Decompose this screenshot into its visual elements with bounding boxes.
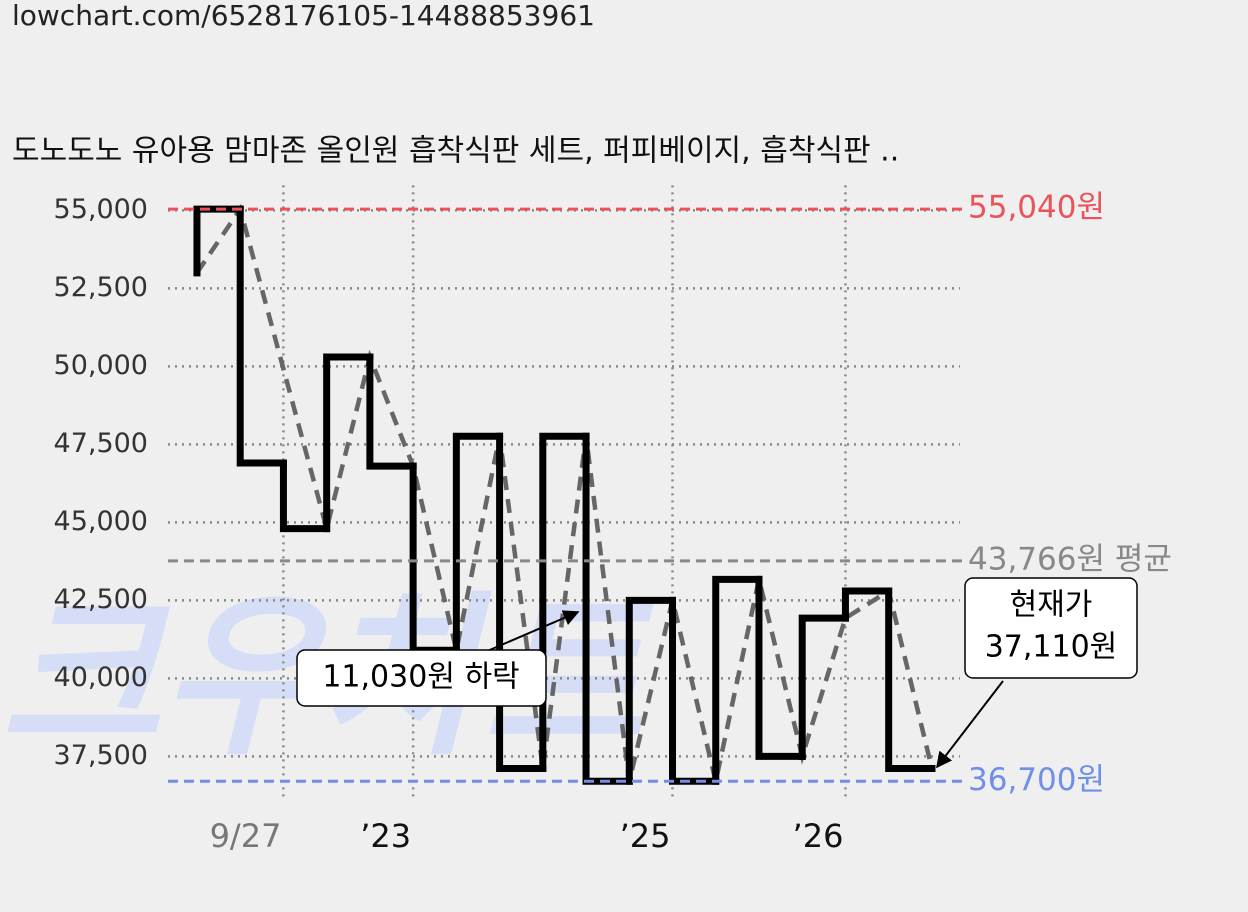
price-step — [798, 614, 849, 760]
ref-label: 55,040원 — [968, 190, 1105, 226]
annotation-box — [964, 577, 1138, 679]
annotation-box — [296, 649, 547, 707]
price-step — [755, 575, 806, 760]
ref-label: 36,700원 — [968, 762, 1105, 798]
annotation-text: 11,030원 하락 — [322, 660, 519, 695]
annotation-text: 현재가 — [1010, 588, 1093, 623]
price-step — [366, 353, 417, 470]
price-step — [236, 205, 287, 467]
url: lowchart.com/6528176105-14488853961 — [12, 0, 595, 32]
y-tick-label: 45,000 — [54, 506, 148, 537]
annotation-text: 37,110원 — [985, 630, 1118, 665]
price-step — [625, 596, 677, 785]
price-step — [452, 432, 504, 654]
ref-label: 43,766원 평균 — [968, 541, 1172, 577]
x-tick-label: ’26 — [793, 817, 844, 855]
chart-title: 도노도노 유아용 맘마존 올인원 흡착식판 세트, 퍼피베이지, 흡착식판 .. — [12, 134, 899, 169]
annotation-arrow — [477, 610, 580, 656]
annotation-arrow — [936, 680, 1004, 769]
y-tick-label: 55,000 — [54, 194, 148, 225]
x-tick-label: ’25 — [620, 817, 671, 855]
y-tick-label: 40,000 — [54, 662, 148, 693]
price-step — [323, 353, 374, 533]
price-step — [885, 587, 936, 772]
price-step — [496, 432, 547, 772]
price-step — [279, 459, 331, 533]
y-tick-label: 52,500 — [54, 272, 148, 303]
x-tick-label: 9/27 — [210, 817, 282, 855]
y-tick-label: 42,500 — [54, 584, 148, 615]
y-tick-label: 50,000 — [54, 350, 148, 381]
y-tick-label: 37,500 — [54, 740, 148, 771]
y-tick-label: 47,500 — [54, 428, 148, 459]
x-tick-label: ’23 — [360, 817, 411, 855]
price-step — [712, 575, 763, 785]
price-step — [841, 587, 893, 622]
